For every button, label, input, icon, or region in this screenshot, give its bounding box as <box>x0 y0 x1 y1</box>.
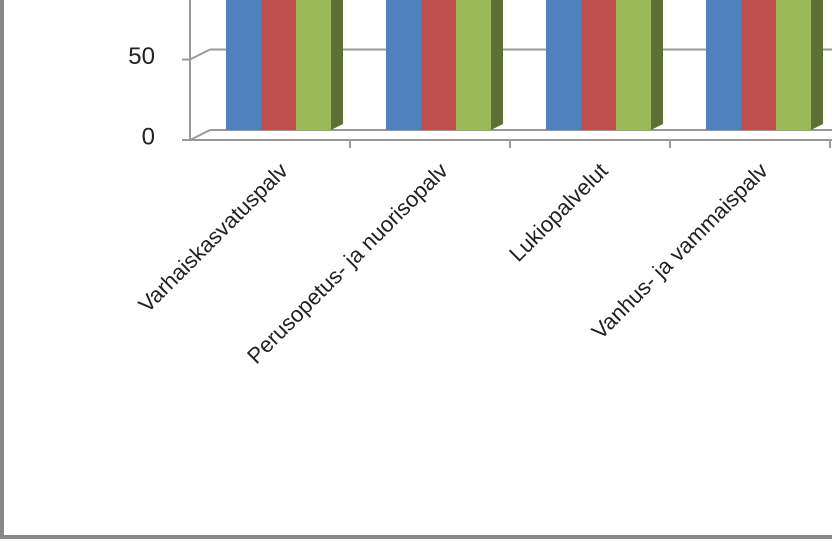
bar-face <box>261 0 296 130</box>
bar-side <box>811 0 823 130</box>
x-tick-label: Lukiopalvelut <box>504 158 612 266</box>
bar-face <box>616 0 651 130</box>
bar-side <box>651 0 663 130</box>
grid-line <box>189 48 211 61</box>
bar <box>456 0 503 130</box>
bar-face <box>421 0 456 130</box>
bar-face <box>456 0 491 130</box>
bar-side <box>491 0 503 130</box>
bar <box>296 0 343 130</box>
bar <box>616 0 663 130</box>
bar <box>776 0 823 130</box>
plot <box>226 0 823 130</box>
bar-face <box>741 0 776 130</box>
bar-face <box>546 0 581 130</box>
grid-line <box>189 129 211 141</box>
x-tick-label: Varhaiskasvatuspalv <box>133 158 292 317</box>
bar-side <box>331 0 343 130</box>
bar-face <box>296 0 331 130</box>
x-tick-label: Vanhus- ja vammaispalv <box>587 158 773 344</box>
bar-face <box>226 0 261 130</box>
bar-face <box>581 0 616 130</box>
bar-face <box>386 0 421 130</box>
y-tick-label: 50 <box>128 43 155 70</box>
bar-face <box>706 0 741 130</box>
y-tick-label: 0 <box>142 123 155 150</box>
bar-face <box>776 0 811 130</box>
